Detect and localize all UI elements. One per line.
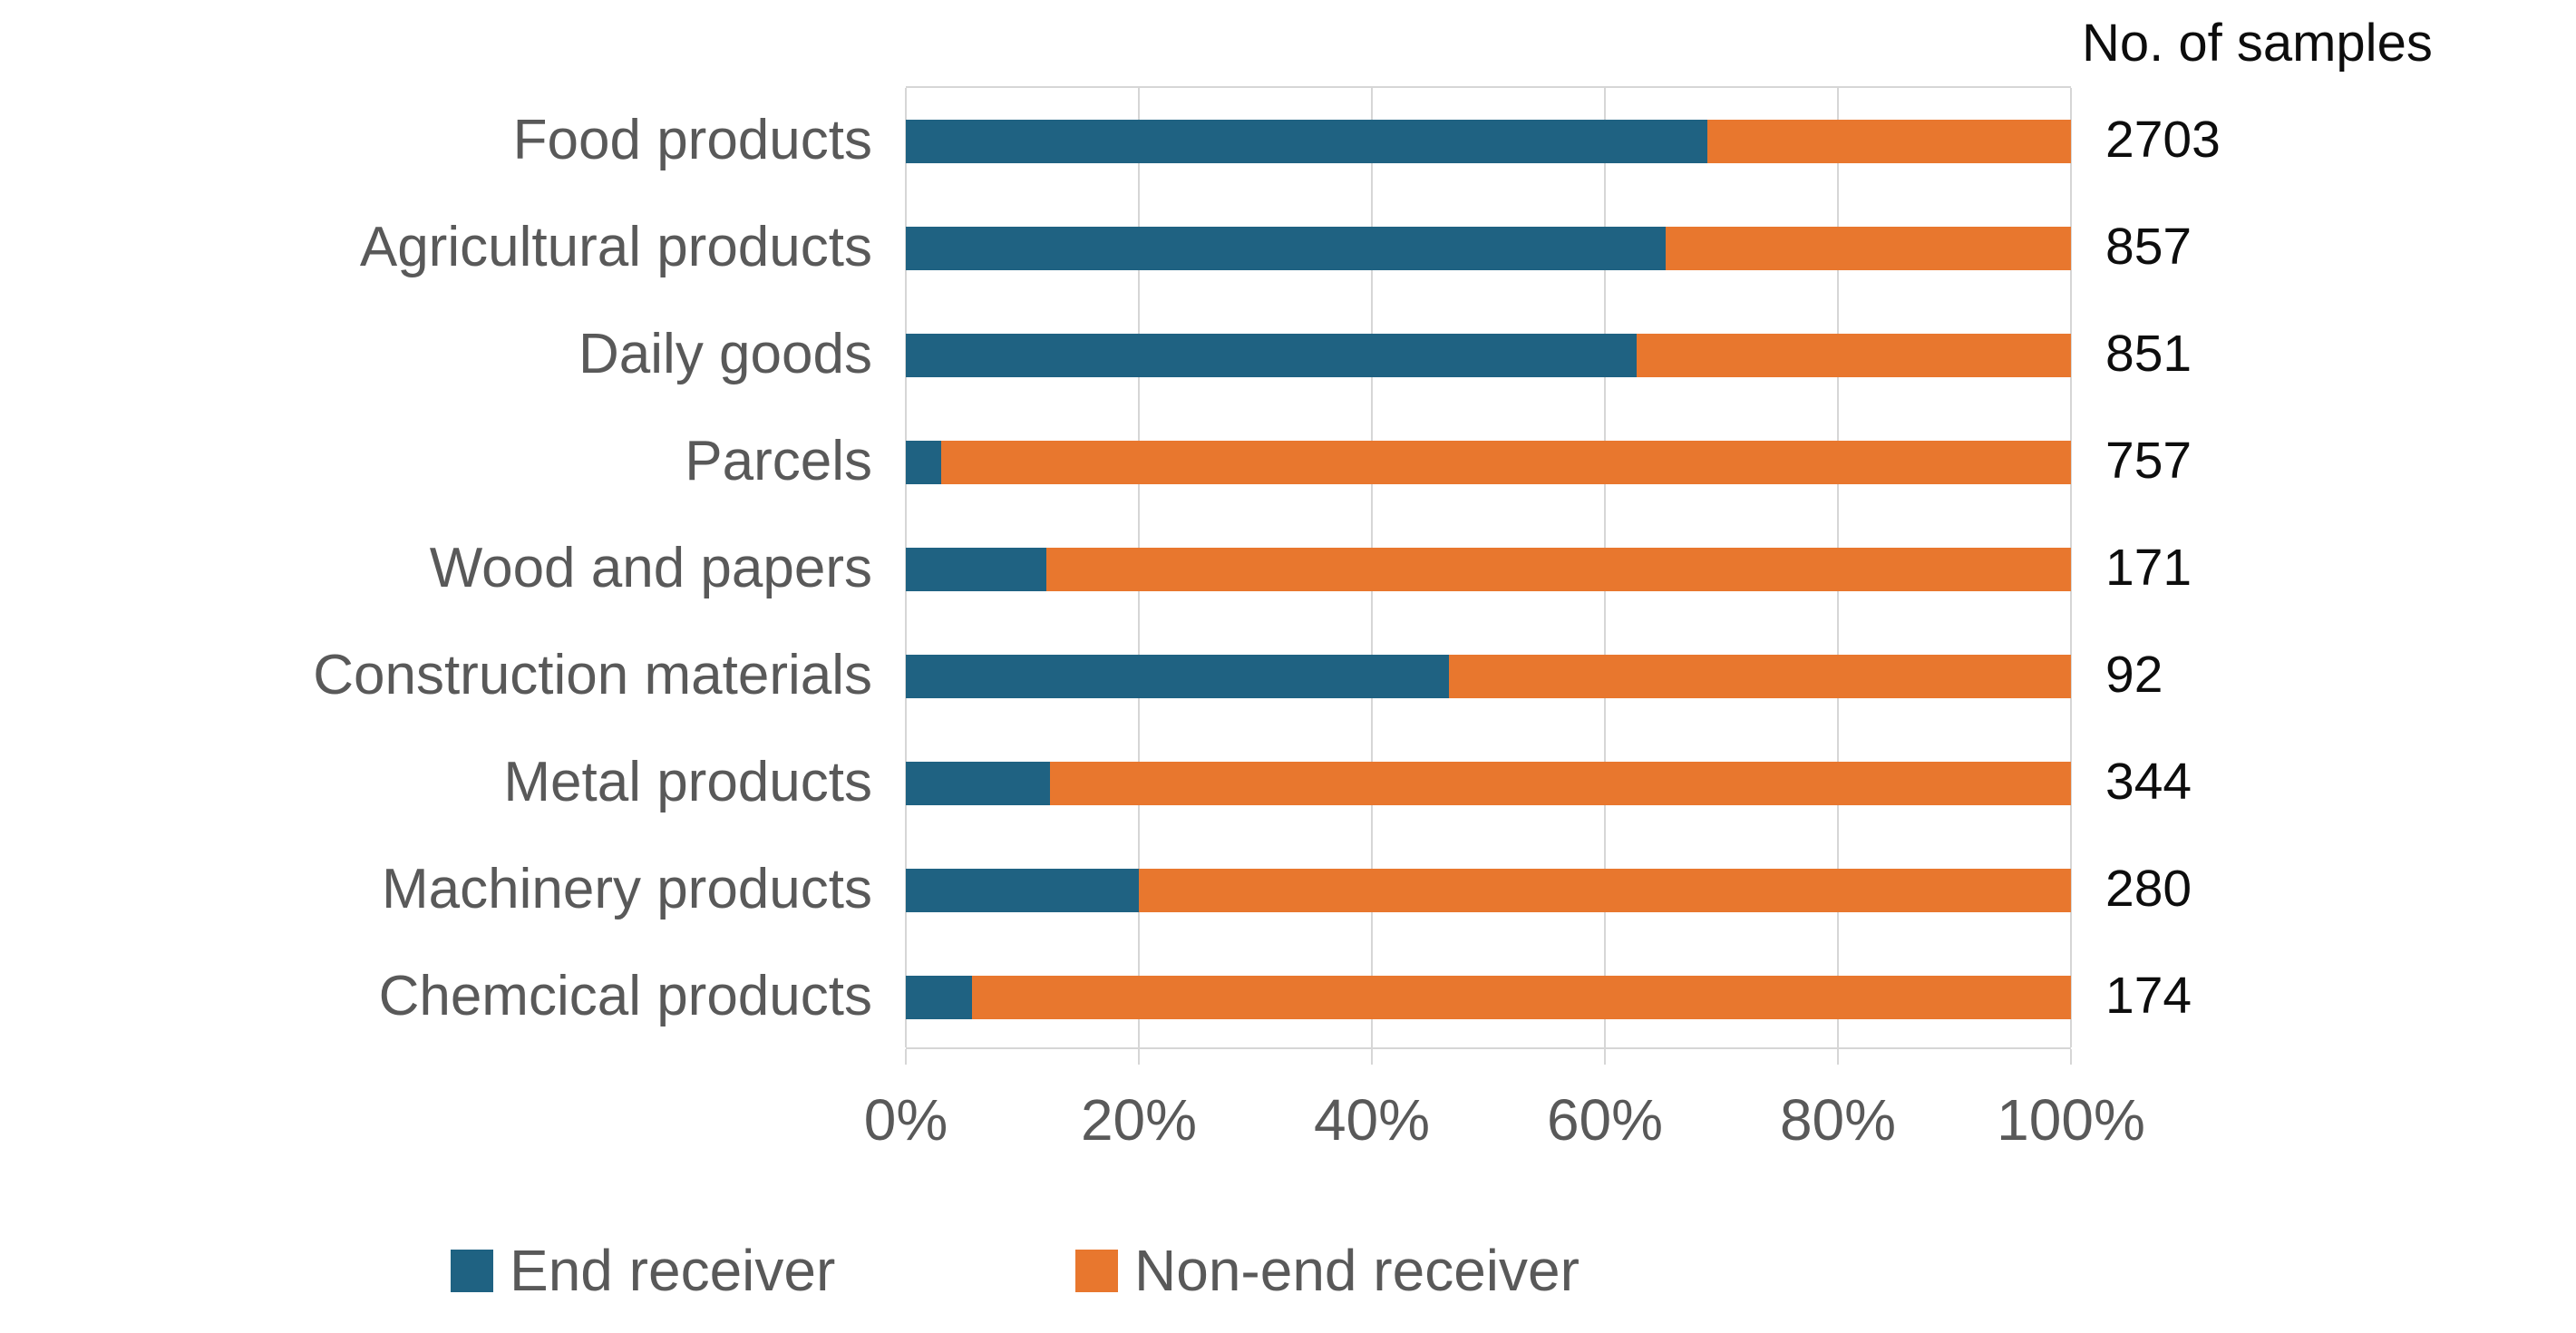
axis-tick: [905, 1049, 907, 1065]
x-tick-label: 20%: [1080, 1087, 1198, 1153]
axis-tick: [1837, 1049, 1839, 1065]
bar-row: [906, 655, 2071, 698]
bar-segment-end-receiver: [906, 120, 1708, 163]
bar-row: [906, 762, 2071, 805]
sample-count: 280: [2105, 860, 2192, 918]
non-end-receiver-swatch-icon: [1075, 1249, 1118, 1292]
bar-segment-end-receiver: [906, 655, 1449, 698]
axis-tick: [1138, 1049, 1140, 1065]
bar-segment-non-end-receiver: [1139, 869, 2071, 912]
bar-segment-non-end-receiver: [1046, 548, 2071, 591]
sample-count: 2703: [2105, 111, 2221, 169]
category-label: Machinery products: [381, 857, 872, 920]
bar-segment-end-receiver: [906, 869, 1139, 912]
category-label: Construction materials: [313, 643, 872, 706]
samples-column-header: No. of samples: [2082, 14, 2433, 73]
x-tick-label: 60%: [1546, 1087, 1664, 1153]
sample-count: 757: [2105, 432, 2192, 490]
sample-count: 851: [2105, 325, 2192, 383]
sample-count: 857: [2105, 218, 2192, 276]
bar-segment-end-receiver: [906, 976, 973, 1019]
sample-count: 344: [2105, 753, 2192, 811]
bar-segment-end-receiver: [906, 334, 1637, 377]
bar-segment-non-end-receiver: [1707, 120, 2071, 163]
bar-segment-end-receiver: [906, 227, 1666, 270]
bar-row: [906, 120, 2071, 163]
x-tick-label: 80%: [1779, 1087, 1897, 1153]
sample-count: 171: [2105, 539, 2192, 597]
bar-segment-non-end-receiver: [940, 441, 2071, 484]
category-label: Daily goods: [578, 322, 872, 385]
axis-tick: [2070, 1049, 2072, 1065]
axis-tick: [1371, 1049, 1373, 1065]
bar-segment-non-end-receiver: [1665, 227, 2071, 270]
category-label: Chemcical products: [378, 964, 872, 1027]
legend: End receiver Non-end receiver: [0, 1230, 2576, 1320]
x-tick-label: 40%: [1313, 1087, 1431, 1153]
bar-segment-non-end-receiver: [972, 976, 2071, 1019]
category-label: Metal products: [503, 750, 872, 813]
bar-row: [906, 869, 2071, 912]
bar-segment-end-receiver: [906, 548, 1047, 591]
x-tick-label: 0%: [863, 1087, 948, 1153]
bar-segment-non-end-receiver: [1448, 655, 2071, 698]
bar-row: [906, 548, 2071, 591]
legend-label-non-end-receiver: Non-end receiver: [1134, 1238, 1580, 1303]
bar-row: [906, 227, 2071, 270]
gridline-100%: [2070, 88, 2072, 1047]
category-label: Agricultural products: [359, 215, 872, 278]
category-label: Wood and papers: [429, 536, 872, 599]
plot-area: [905, 86, 2072, 1049]
bar-segment-end-receiver: [906, 762, 1051, 805]
bar-segment-end-receiver: [906, 441, 941, 484]
legend-item-end-receiver: End receiver: [451, 1230, 835, 1311]
bar-segment-non-end-receiver: [1050, 762, 2071, 805]
axis-tick: [1604, 1049, 1606, 1065]
bar-row: [906, 976, 2071, 1019]
sample-count: 92: [2105, 646, 2163, 704]
end-receiver-swatch-icon: [451, 1249, 493, 1292]
x-tick-label: 100%: [1997, 1087, 2145, 1153]
legend-item-non-end-receiver: Non-end receiver: [1075, 1230, 1580, 1311]
bar-row: [906, 441, 2071, 484]
category-label: Food products: [512, 108, 872, 171]
bar-row: [906, 334, 2071, 377]
legend-label-end-receiver: End receiver: [510, 1238, 836, 1303]
bar-segment-non-end-receiver: [1636, 334, 2071, 377]
sample-count: 174: [2105, 967, 2192, 1025]
category-label: Parcels: [685, 429, 872, 492]
